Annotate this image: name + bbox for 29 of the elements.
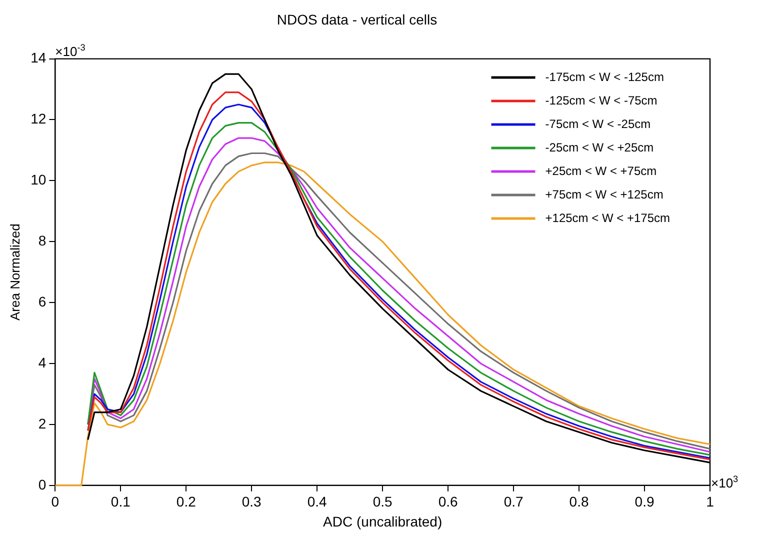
x-tick-label: 0.4 xyxy=(307,494,328,510)
y-tick-label: 2 xyxy=(38,415,46,432)
y-tick-label: 12 xyxy=(30,110,46,127)
x-tick-label: 0.7 xyxy=(504,494,524,510)
x-tick-label: 0.8 xyxy=(569,494,589,510)
y-tick-label: 14 xyxy=(30,50,46,66)
x-tick-label: 0.2 xyxy=(176,494,196,510)
x-tick-label: 0.9 xyxy=(634,494,654,510)
y-tick-label: 6 xyxy=(38,293,46,310)
y-tick-label: 10 xyxy=(30,172,46,188)
legend-label: -75cm < W < -25cm xyxy=(545,116,651,131)
x-tick-label: 0.3 xyxy=(242,494,262,510)
x-tick-label: 1 xyxy=(706,494,714,510)
x-tick-label: 0.5 xyxy=(372,494,393,510)
legend-label: +125cm < W < +175cm xyxy=(545,210,670,225)
x-axis-title: ADC (uncalibrated) xyxy=(323,513,442,530)
y-tick-label: 0 xyxy=(38,476,46,492)
y-axis-title: Area Normalized xyxy=(7,224,22,321)
legend-label: -125cm < W < -75cm xyxy=(545,93,658,108)
x-tick-label: 0.6 xyxy=(438,494,458,510)
y-tick-label: 8 xyxy=(38,232,46,248)
legend-label: -175cm < W < -125cm xyxy=(545,70,664,84)
chart-title: NDOS data - vertical cells xyxy=(276,11,438,28)
legend-label: -25cm < W < +25cm xyxy=(545,140,654,154)
legend-label: +25cm < W < +75cm xyxy=(545,164,657,178)
y-tick-label: 4 xyxy=(38,354,46,370)
legend-label: +75cm < W < +125cm xyxy=(545,187,664,202)
x-tick-label: 0 xyxy=(51,494,60,510)
x-tick-label: 0.1 xyxy=(110,494,131,510)
